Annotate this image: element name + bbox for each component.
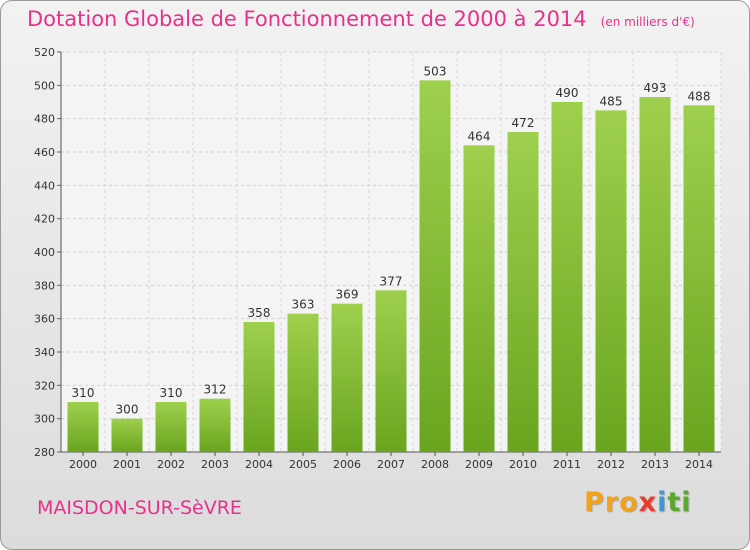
data-label: 493	[644, 81, 667, 95]
data-label: 503	[424, 64, 447, 78]
bars	[67, 80, 715, 453]
bar-2003	[199, 398, 231, 452]
x-tick-label: 2013	[641, 458, 669, 471]
x-tick-label: 2003	[201, 458, 229, 471]
bar-2014	[683, 105, 715, 452]
chart-title-text: Dotation Globale de Fonctionnement de 20…	[27, 7, 587, 31]
bar-2010	[507, 132, 539, 452]
data-label: 300	[116, 403, 139, 417]
x-tick-label: 2009	[465, 458, 493, 471]
y-tick-label: 400	[34, 246, 55, 259]
data-label: 377	[380, 274, 403, 288]
y-tick-label: 480	[34, 113, 55, 126]
bar-2008	[419, 80, 451, 452]
y-tick-label: 420	[34, 213, 55, 226]
bar-2012	[595, 110, 627, 452]
data-label: 312	[204, 383, 227, 397]
data-label: 464	[468, 129, 491, 143]
y-tick-label: 460	[34, 146, 55, 159]
proxiti-logo[interactable]: Proxiti	[584, 487, 692, 518]
data-label: 369	[336, 288, 359, 302]
y-tick-label: 500	[34, 79, 55, 92]
x-tick-label: 2001	[113, 458, 141, 471]
bar-2000	[67, 402, 99, 452]
data-label: 310	[72, 386, 95, 400]
bar-2013	[639, 97, 671, 452]
y-tick-label: 380	[34, 279, 55, 292]
bar-2009	[463, 145, 495, 453]
data-label: 310	[160, 386, 183, 400]
x-tick-label: 2000	[69, 458, 97, 471]
x-tick-label: 2002	[157, 458, 185, 471]
data-label: 485	[600, 94, 623, 108]
data-label: 472	[512, 116, 535, 130]
x-tick-label: 2004	[245, 458, 273, 471]
bar-2005	[287, 313, 319, 452]
chart-title: Dotation Globale de Fonctionnement de 20…	[27, 7, 695, 31]
logo-part-3: i	[657, 487, 668, 518]
chart-subtitle: (en milliers d'€)	[600, 15, 695, 29]
x-tick-label: 2007	[377, 458, 405, 471]
y-tick-label: 300	[34, 413, 55, 426]
bar-2002	[155, 402, 187, 452]
x-tick-label: 2012	[597, 458, 625, 471]
logo-part-1: Pro	[584, 487, 639, 518]
y-tick-label: 280	[34, 446, 55, 459]
x-tick-label: 2011	[553, 458, 581, 471]
bar-2004	[243, 322, 275, 452]
y-tick-label: 520	[34, 46, 55, 59]
bar-2001	[111, 418, 143, 452]
bar-2006	[331, 303, 363, 452]
x-tick-label: 2008	[421, 458, 449, 471]
logo-part-2: x	[638, 487, 658, 518]
y-tick-label: 320	[34, 379, 55, 392]
data-label: 488	[688, 89, 711, 103]
data-labels: 310 300 310 312 358 363 369 377 503 464 472 490 485 4…	[72, 64, 711, 416]
bar-2011	[551, 102, 583, 452]
x-tick-label: 2010	[509, 458, 537, 471]
data-label: 363	[292, 298, 315, 312]
y-tick-label: 360	[34, 313, 55, 326]
y-tick-label: 440	[34, 179, 55, 192]
data-label: 358	[248, 306, 271, 320]
x-tick-label: 2005	[289, 458, 317, 471]
logo-part-4: ti	[667, 487, 692, 518]
city-name: MAISDON-SUR-SèVRE	[37, 497, 242, 519]
axes: 280 300 320 340 360 380 400 420 440 460 480 500 520 2…	[34, 46, 721, 471]
bar-2007	[375, 290, 407, 452]
data-label: 490	[556, 86, 579, 100]
x-tick-label: 2014	[685, 458, 713, 471]
y-tick-label: 340	[34, 346, 55, 359]
x-tick-label: 2006	[333, 458, 361, 471]
